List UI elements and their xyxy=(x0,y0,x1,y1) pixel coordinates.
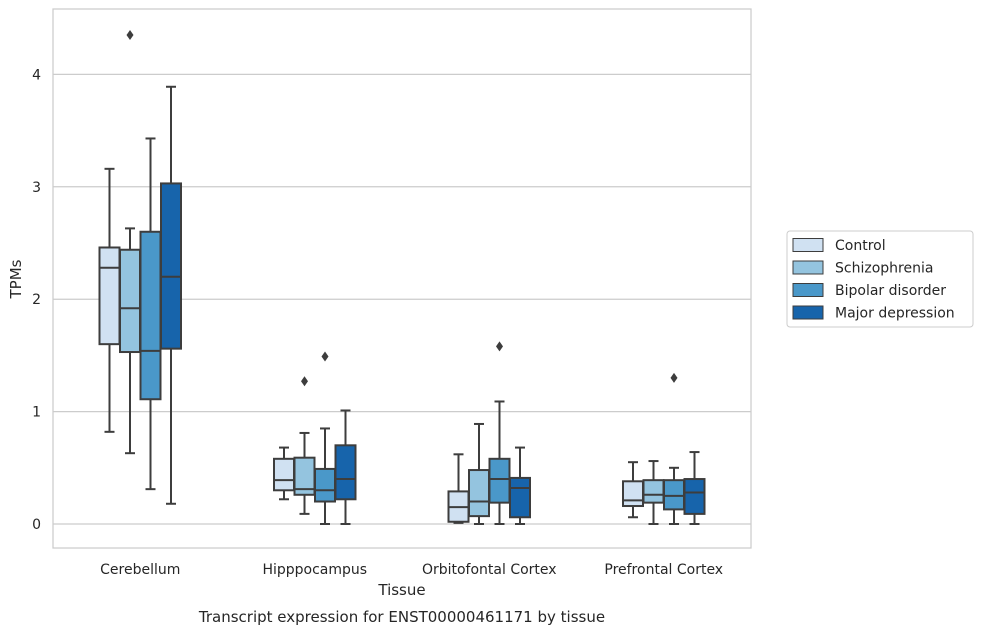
plot-area-frame xyxy=(52,8,752,549)
box-bipolar-disorder-0 xyxy=(139,137,162,491)
legend: Control Schizophrenia Bipolar disorder Majo… xyxy=(786,230,974,328)
x-tick-label: Cerebellum xyxy=(100,562,180,578)
legend-label: Control xyxy=(835,238,886,254)
box-control-0 xyxy=(98,167,121,433)
legend-item: Bipolar disorder xyxy=(792,283,946,299)
box-major-depression-2 xyxy=(509,446,531,525)
legend-item: Control xyxy=(792,238,886,254)
box-bipolar-disorder-1 xyxy=(314,351,336,525)
legend-swatch xyxy=(792,260,824,275)
outlier-point xyxy=(301,376,308,387)
y-axis-label: TPMs xyxy=(7,259,25,299)
box-body xyxy=(642,479,665,504)
outlier-point xyxy=(670,372,678,383)
box-major-depression-1 xyxy=(334,409,357,525)
box-body xyxy=(160,182,182,350)
chart-caption: Transcript expression for ENST0000046117… xyxy=(198,608,605,626)
box-body xyxy=(139,230,162,401)
box-body xyxy=(468,469,490,518)
box-major-depression-3 xyxy=(683,451,706,525)
y-tick-label: 3 xyxy=(32,180,41,196)
box-schizophrenia-1 xyxy=(293,376,316,515)
box-body xyxy=(119,248,141,354)
legend-swatch xyxy=(792,283,824,297)
legend-swatch xyxy=(792,305,824,320)
y-tick-label: 2 xyxy=(32,292,41,308)
outlier-point xyxy=(321,351,329,362)
y-tick-labels: 0 1 2 3 4 xyxy=(32,67,41,533)
x-tick-labels: Cerebellum Hipppocampus Orbitofontal Corte… xyxy=(100,562,723,578)
legend-label: Schizophrenia xyxy=(835,261,933,277)
box-body xyxy=(488,457,511,504)
legend-item: Major depression xyxy=(792,305,955,322)
box-control-2 xyxy=(447,453,470,524)
box-body xyxy=(509,476,531,519)
y-tick-label: 1 xyxy=(32,405,41,421)
box-body xyxy=(334,444,357,501)
box-control-1 xyxy=(273,446,295,501)
legend-label: Bipolar disorder xyxy=(835,283,946,299)
x-tick-label: Orbitofontal Cortex xyxy=(422,562,557,578)
box-body xyxy=(273,457,295,492)
x-axis-label: Tissue xyxy=(377,581,425,599)
box-major-depression-0 xyxy=(160,85,182,505)
legend-label: Major depression xyxy=(835,306,955,322)
legend-frame xyxy=(786,230,974,328)
y-tick-label: 0 xyxy=(32,517,41,533)
box-body xyxy=(683,478,706,515)
box-body xyxy=(314,467,336,503)
box-schizophrenia-3 xyxy=(642,460,665,525)
box-schizophrenia-0 xyxy=(119,30,141,455)
y-tick-label: 4 xyxy=(32,67,41,83)
box-bipolar-disorder-2 xyxy=(488,341,511,525)
legend-item: Schizophrenia xyxy=(792,260,933,277)
x-tick-label: Hipppocampus xyxy=(262,562,367,578)
box-body xyxy=(663,479,685,511)
legend-swatch xyxy=(792,238,824,252)
boxes xyxy=(98,30,706,525)
box-bipolar-disorder-3 xyxy=(663,372,685,525)
outlier-point xyxy=(496,341,503,352)
box-control-3 xyxy=(622,461,644,519)
x-tick-label: Prefrontal Cortex xyxy=(604,562,723,578)
box-body xyxy=(98,246,121,346)
outlier-point xyxy=(126,30,134,41)
box-schizophrenia-2 xyxy=(468,422,490,525)
box-body xyxy=(622,480,644,508)
